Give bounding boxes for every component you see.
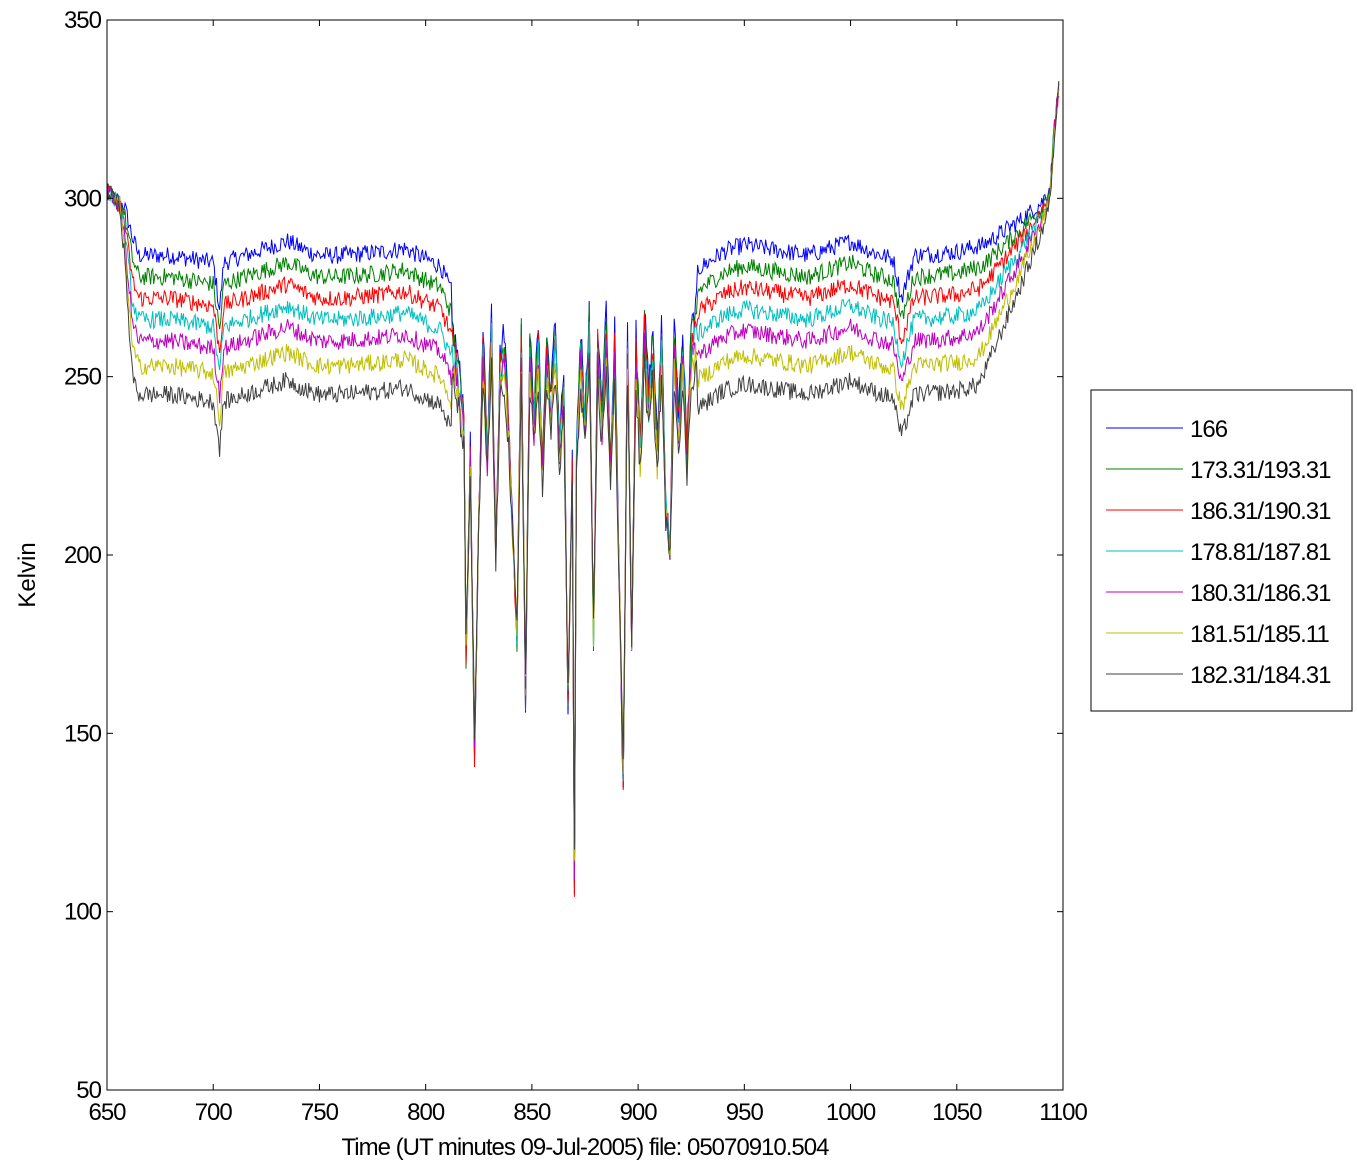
y-tick-label: 300 [64, 185, 102, 212]
series-line [107, 83, 1060, 881]
x-tick-label: 900 [620, 1099, 658, 1126]
y-axis: 50 100 150 200 250 300 350 [64, 7, 1063, 1104]
x-tick-label: 1000 [826, 1099, 876, 1126]
x-axis-label: Time (UT minutes 09-Jul-2005) file: 0507… [342, 1134, 830, 1161]
legend-label: 178.81/187.81 [1190, 539, 1331, 566]
series-line [107, 95, 1060, 897]
legend-label: 182.31/184.31 [1190, 662, 1331, 689]
legend-label: 181.51/185.11 [1190, 621, 1329, 648]
x-tick-label: 800 [407, 1099, 445, 1126]
series-line [107, 82, 1060, 879]
y-tick-label: 150 [64, 720, 102, 747]
x-tick-label: 700 [195, 1099, 233, 1126]
y-tick-label: 50 [76, 1077, 101, 1104]
x-tick-label: 1050 [932, 1099, 982, 1126]
x-tick-label: 850 [513, 1099, 551, 1126]
x-tick-label: 1100 [1039, 1099, 1087, 1126]
series-layer [107, 80, 1060, 897]
y-tick-label: 350 [64, 7, 102, 34]
x-tick-label: 950 [726, 1099, 764, 1126]
x-tick-label: 650 [88, 1099, 126, 1126]
x-tick-label: 750 [301, 1099, 339, 1126]
y-tick-label: 200 [64, 542, 102, 569]
legend-label: 166 [1190, 416, 1228, 443]
plot-area [106, 19, 1064, 1091]
y-axis-label: Kelvin [14, 542, 41, 607]
plot-background [107, 20, 1063, 1090]
series-line [107, 80, 1060, 850]
legend-label: 180.31/186.31 [1190, 580, 1331, 607]
legend: 166 173.31/193.31 186.31/190.31 178.81/187.… [1090, 389, 1353, 712]
series-line [107, 92, 1059, 886]
y-tick-label: 250 [64, 364, 102, 391]
x-axis: 650 700 750 800 850 900 950 1000 1050 1100 [88, 20, 1088, 1126]
legend-label: 186.31/190.31 [1190, 498, 1331, 525]
legend-label: 173.31/193.31 [1190, 457, 1331, 484]
y-tick-label: 100 [64, 899, 102, 926]
